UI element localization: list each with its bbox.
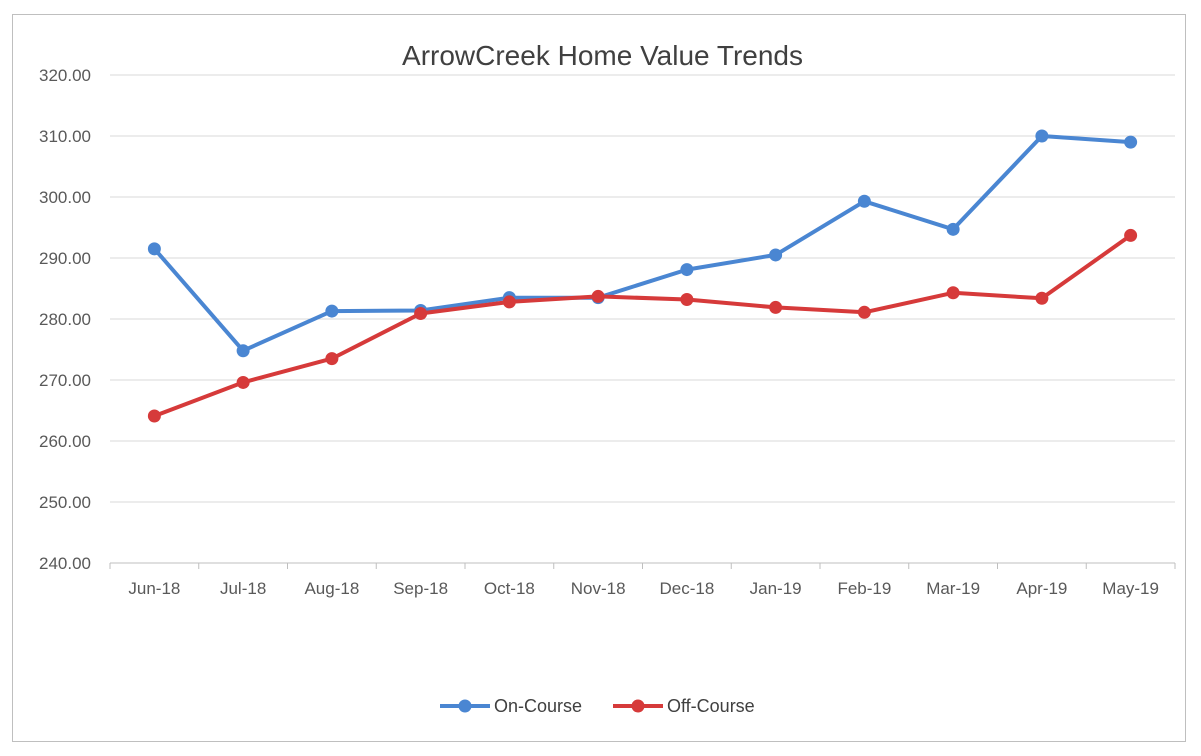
data-point: [591, 289, 605, 303]
y-tick-label: 280.00: [39, 310, 91, 329]
x-tick-label: Feb-19: [837, 579, 891, 598]
gridlines: [110, 74, 1175, 503]
data-point: [1035, 129, 1049, 143]
legend-item: Off-Course: [613, 696, 755, 716]
data-point: [946, 286, 960, 300]
series-off-course: [147, 228, 1138, 423]
x-tick-label: Nov-18: [571, 579, 626, 598]
data-point: [946, 222, 960, 236]
data-point: [325, 304, 339, 318]
data-point: [769, 300, 783, 314]
x-tick-label: May-19: [1102, 579, 1159, 598]
x-tick-label: Apr-19: [1016, 579, 1067, 598]
line-chart: 240.00 250.00 260.00 270.00 280.00 290.00 300.…: [39, 40, 1176, 716]
chart-title: ArrowCreek Home Value Trends: [402, 40, 803, 71]
y-tick-label: 290.00: [39, 249, 91, 268]
y-tick-label: 270.00: [39, 371, 91, 390]
x-axis: [109, 562, 1176, 569]
legend-label: Off-Course: [667, 696, 755, 716]
y-tick-label: 260.00: [39, 432, 91, 451]
data-point: [325, 352, 339, 366]
legend-marker: [631, 699, 645, 713]
x-tick-label: Aug-18: [304, 579, 359, 598]
data-point: [236, 344, 250, 358]
data-point: [147, 409, 161, 423]
legend-label: On-Course: [494, 696, 582, 716]
data-point: [680, 263, 694, 277]
y-tick-label: 300.00: [39, 188, 91, 207]
series-lines: [147, 129, 1138, 423]
x-axis-tick-labels: Jun-18 Jul-18 Aug-18 Sep-18 Oct-18 Nov-18 Dec-…: [128, 579, 1159, 598]
x-tick-label: Jun-18: [128, 579, 180, 598]
x-tick-label: Dec-18: [659, 579, 714, 598]
data-point: [1124, 135, 1138, 149]
legend: On-Course Off-Course: [440, 696, 755, 716]
x-tick-label: Jan-19: [750, 579, 802, 598]
data-point: [414, 307, 428, 321]
series-on-course: [147, 129, 1138, 358]
data-point: [857, 194, 871, 208]
y-tick-label: 310.00: [39, 127, 91, 146]
chart-frame: 240.00 250.00 260.00 270.00 280.00 290.00 300.…: [12, 14, 1186, 742]
legend-marker: [458, 699, 472, 713]
data-point: [857, 305, 871, 319]
data-point: [1124, 228, 1138, 242]
y-tick-label: 250.00: [39, 493, 91, 512]
series-line: [152, 134, 1133, 353]
series-line: [152, 233, 1133, 418]
x-tick-label: Oct-18: [484, 579, 535, 598]
y-axis-tick-labels: 240.00 250.00 260.00 270.00 280.00 290.00 300.…: [39, 66, 91, 573]
x-tick-label: Mar-19: [926, 579, 980, 598]
data-point: [680, 292, 694, 306]
x-tick-label: Sep-18: [393, 579, 448, 598]
y-tick-label: 320.00: [39, 66, 91, 85]
data-point: [147, 242, 161, 256]
data-point: [1035, 291, 1049, 305]
x-tick-label: Jul-18: [220, 579, 266, 598]
data-point: [769, 248, 783, 262]
legend-item: On-Course: [440, 696, 582, 716]
data-point: [502, 295, 516, 309]
data-point: [236, 375, 250, 389]
y-tick-label: 240.00: [39, 554, 91, 573]
